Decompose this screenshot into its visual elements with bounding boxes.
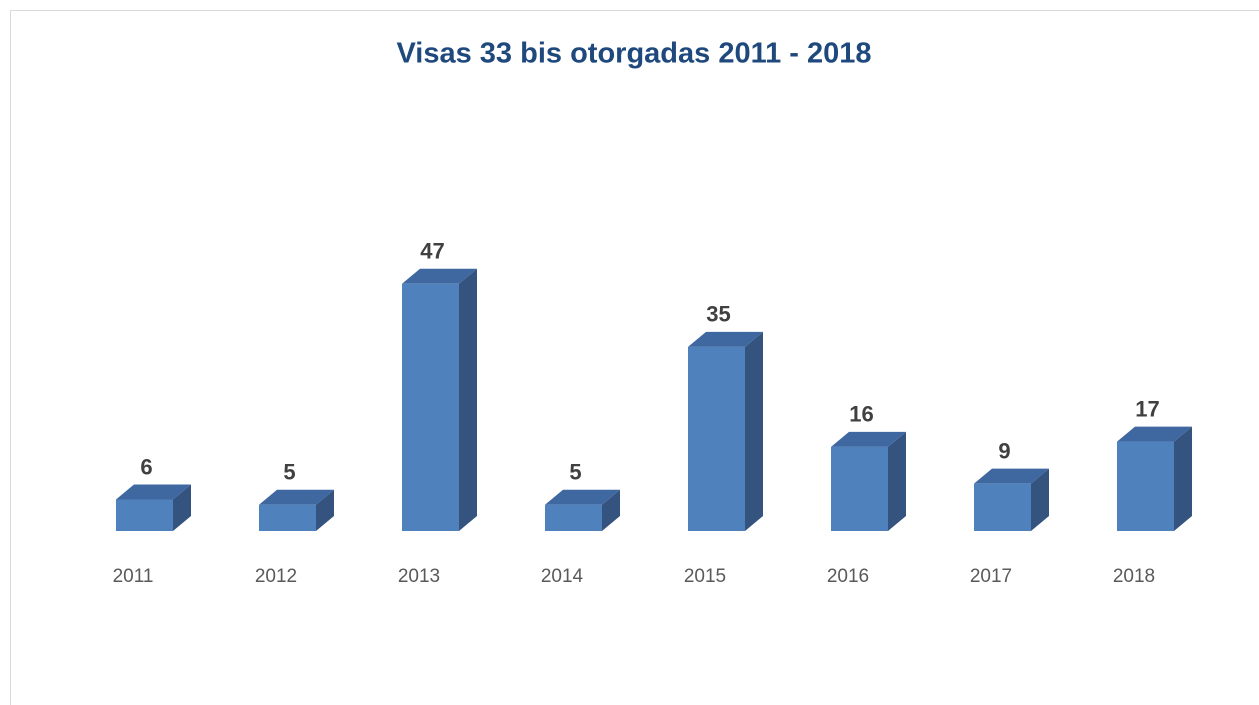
bar-side xyxy=(173,484,191,531)
bar xyxy=(116,499,173,531)
bar xyxy=(1117,441,1174,531)
data-label: 5 xyxy=(569,460,581,485)
bar-side xyxy=(602,489,620,531)
bar-top xyxy=(545,489,620,505)
data-label: 5 xyxy=(283,460,295,485)
bar xyxy=(831,446,888,531)
bar xyxy=(688,346,745,531)
bar-top xyxy=(259,489,334,505)
x-tick-label: 2013 xyxy=(398,566,440,587)
data-label: 6 xyxy=(140,454,152,479)
x-tick-label: 2012 xyxy=(255,566,297,587)
x-tick-label: 2015 xyxy=(684,566,726,587)
x-tick-label: 2016 xyxy=(827,566,869,587)
bar-side xyxy=(316,489,334,531)
data-label: 16 xyxy=(849,402,873,427)
bar-side xyxy=(1174,426,1192,531)
data-label: 35 xyxy=(706,302,730,327)
bar xyxy=(259,504,316,531)
x-tick-label: 2017 xyxy=(970,566,1012,587)
data-label: 47 xyxy=(420,239,444,264)
bar-top xyxy=(116,484,191,500)
x-tick-label: 2011 xyxy=(113,566,154,587)
bar-top xyxy=(831,431,906,447)
bar xyxy=(974,483,1031,531)
chart-title: Visas 33 bis otorgadas 2011 - 2018 xyxy=(396,38,871,70)
bar-top xyxy=(688,331,763,347)
data-label: 17 xyxy=(1135,396,1159,421)
bar-top xyxy=(1117,426,1192,442)
bar-top xyxy=(402,268,477,284)
bar-side xyxy=(745,331,763,531)
x-tick-label: 2014 xyxy=(541,566,584,587)
bar xyxy=(402,283,459,531)
bar-side xyxy=(459,268,477,531)
data-label: 9 xyxy=(998,438,1010,463)
bar-side xyxy=(888,431,906,531)
x-tick-label: 2018 xyxy=(1113,566,1155,587)
bar-side xyxy=(1031,468,1049,531)
chart-border xyxy=(10,10,1259,705)
bar xyxy=(545,504,602,531)
bar-top xyxy=(974,468,1049,484)
